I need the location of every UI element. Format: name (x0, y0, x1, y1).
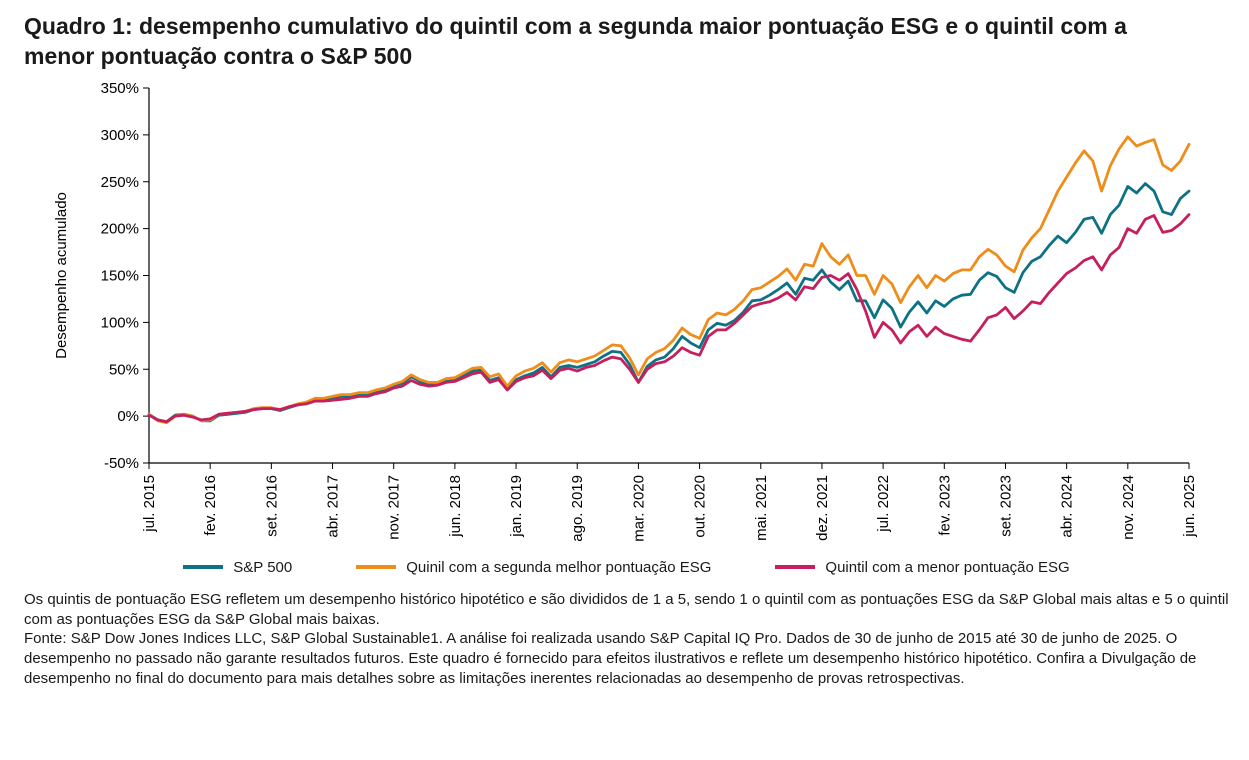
footnote-source: Fonte: S&P Dow Jones Indices LLC, S&P Gl… (24, 630, 1197, 687)
legend-swatch-quintil-5 (775, 565, 816, 570)
svg-text:jan. 2019: jan. 2019 (508, 475, 525, 538)
svg-text:50%: 50% (109, 361, 139, 378)
svg-text:jun. 2018: jun. 2018 (447, 475, 464, 538)
svg-text:mar. 2020: mar. 2020 (630, 475, 647, 542)
svg-text:0%: 0% (117, 408, 139, 425)
svg-text:abr. 2024: abr. 2024 (1059, 475, 1076, 538)
legend-label-sp500: S&P 500 (233, 558, 293, 576)
legend-item-quintil-2: Quinil com a segunda melhor pontuação ES… (356, 559, 711, 576)
svg-text:100%: 100% (101, 314, 139, 331)
legend-swatch-quintil-2 (356, 565, 397, 570)
svg-text:250%: 250% (101, 174, 139, 191)
chart-figure: Quadro 1: desempenho cumulativo do quint… (24, 13, 1229, 689)
chart-footnotes: Os quintis de pontuação ESG refletem um … (24, 590, 1229, 689)
chart-title: Quadro 1: desempenho cumulativo do quint… (24, 13, 1127, 69)
chart-canvas: -50% 0% 50% 100% 150% 200% 250% 300% 350% jul. 20… (53, 80, 1198, 542)
svg-text:jul. 2022: jul. 2022 (875, 475, 892, 533)
svg-text:set. 2023: set. 2023 (997, 475, 1014, 537)
svg-text:dez. 2021: dez. 2021 (814, 475, 831, 541)
svg-text:-50%: -50% (104, 455, 139, 472)
legend-swatch-sp500 (183, 565, 224, 570)
legend-label-quintil-2: Quinil com a segunda melhor pontuação ES… (406, 558, 712, 576)
chart-legend: S&P 500 Quinil com a segunda melhor pont… (24, 559, 1229, 576)
svg-text:out. 2020: out. 2020 (692, 475, 709, 538)
svg-text:300%: 300% (101, 127, 139, 144)
footnote-methodology: Os quintis de pontuação ESG refletem um … (24, 590, 1229, 628)
legend-item-quintil-5: Quintil com a menor pontuação ESG (775, 558, 1070, 576)
svg-text:350%: 350% (101, 80, 139, 97)
svg-text:150%: 150% (101, 267, 139, 284)
svg-text:nov. 2024: nov. 2024 (1120, 475, 1137, 540)
legend-label-quintil-5: Quintil com a menor pontuação ESG (825, 558, 1070, 576)
svg-text:200%: 200% (101, 220, 139, 237)
svg-text:jun. 2025: jun. 2025 (1181, 475, 1198, 538)
svg-text:abr. 2017: abr. 2017 (325, 475, 342, 538)
svg-text:Desempenho acumulado: Desempenho acumulado (53, 192, 70, 359)
legend-item-sp500: S&P 500 (183, 559, 292, 576)
svg-text:nov. 2017: nov. 2017 (386, 475, 403, 540)
svg-text:jul. 2015: jul. 2015 (141, 475, 158, 533)
svg-text:fev. 2016: fev. 2016 (202, 475, 219, 536)
svg-text:set. 2016: set. 2016 (263, 475, 280, 537)
svg-text:fev. 2023: fev. 2023 (936, 475, 953, 536)
svg-text:mai. 2021: mai. 2021 (753, 475, 770, 541)
svg-text:ago. 2019: ago. 2019 (569, 475, 586, 542)
line-chart: -50% 0% 50% 100% 150% 200% 250% 300% 350% jul. 20… (24, 74, 1229, 549)
